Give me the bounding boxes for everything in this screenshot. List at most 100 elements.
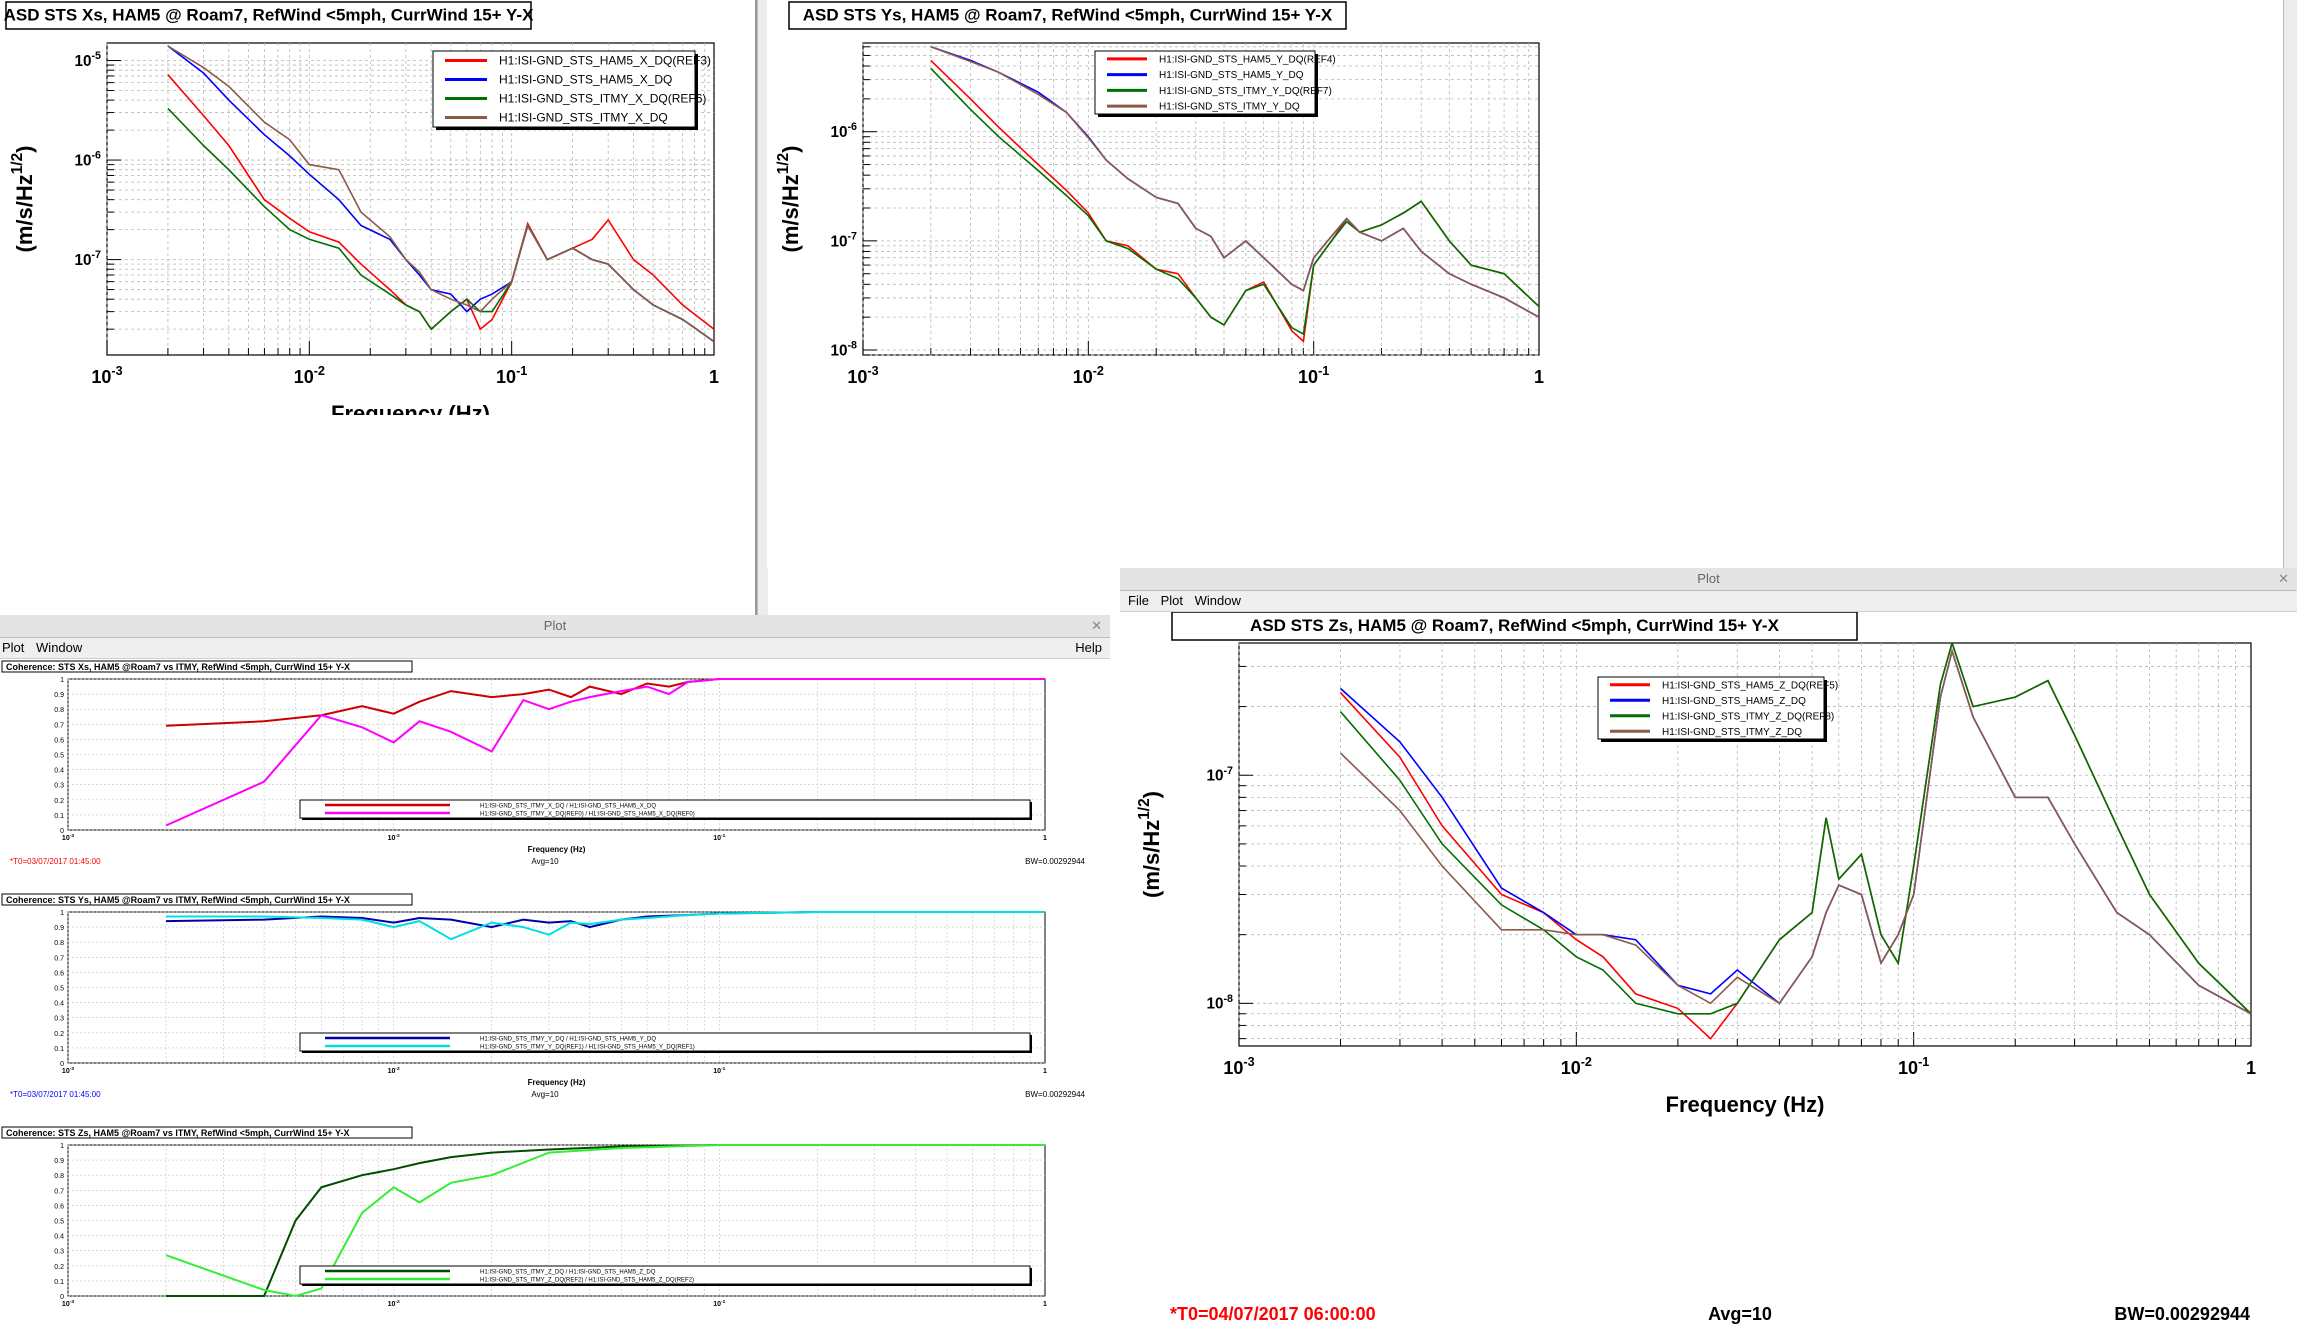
chart-title: ASD STS Ys, HAM5 @ Roam7, RefWind <5mph,… — [803, 5, 1333, 24]
y-tick-label: 10-6 — [74, 150, 101, 170]
x-tick-label: 10-2 — [1561, 1055, 1592, 1078]
y-tick-label: 0.8 — [54, 707, 64, 714]
x-tick-label: 10-2 — [294, 364, 325, 387]
legend-label: H1:ISI-GND_STS_HAM5_Z_DQ(REF5) — [1662, 680, 1838, 691]
y-tick-label: 0.6 — [54, 1203, 64, 1210]
legend-label: H1:ISI-GND_STS_HAM5_Z_DQ — [1662, 696, 1806, 707]
menu-file[interactable]: File — [1128, 593, 1149, 608]
footer-avg: Avg=10 — [1708, 1304, 1772, 1324]
y-tick-label: 0.5 — [54, 986, 64, 993]
series-line-1 — [166, 911, 1045, 941]
y-tick-label: 0.2 — [54, 1031, 64, 1038]
y-tick-label: 10-7 — [74, 249, 101, 269]
x-tick-label: 10-3 — [1223, 1055, 1254, 1078]
legend-label: H1:ISI-GND_STS_ITMY_Z_DQ(REF8) — [1662, 711, 1834, 722]
legend-label: H1:ISI-GND_STS_ITMY_Y_DQ(REF7) — [1159, 86, 1332, 97]
x-tick-label: 1 — [2246, 1058, 2256, 1078]
chart-asd-y: ASD STS Ys, HAM5 @ Roam7, RefWind <5mph,… — [775, 1, 1544, 387]
y-tick-label: 0.2 — [54, 798, 64, 805]
y-tick-label: 0.9 — [54, 692, 64, 699]
y-tick-label: 0.4 — [54, 768, 64, 775]
chart-asd-z: ASD STS Zs, HAM5 @ Roam7, RefWind <5mph,… — [1136, 612, 2256, 1324]
x-tick-label: 10-1 — [1298, 364, 1329, 387]
y-tick-label: 0.3 — [54, 783, 64, 790]
series-line-3 — [930, 46, 1539, 318]
footer-avg: Avg=10 — [531, 857, 559, 866]
menu-plot[interactable]: Plot — [1160, 593, 1183, 608]
x-tick-label: 10-1 — [713, 833, 725, 842]
y-tick-label: 10-7 — [830, 230, 857, 250]
x-tick-label: 1 — [1043, 1068, 1047, 1075]
footer-t0: *T0=03/07/2017 01:45:00 — [10, 1090, 101, 1099]
legend-label: H1:ISI-GND_STS_HAM5_Y_DQ — [1159, 70, 1304, 81]
y-tick-label: 10-5 — [74, 50, 101, 70]
legend-label: H1:ISI-GND_STS_ITMY_Y_DQ — [1159, 102, 1300, 113]
y-axis-label: (m/s/Hz1/2) — [1136, 791, 1164, 898]
window-title: Plot — [1697, 571, 1720, 586]
legend-box — [299, 799, 1031, 819]
y-tick-label: 0.1 — [54, 1279, 64, 1286]
title-bar: Plot ✕ — [0, 615, 1110, 638]
legend-box — [299, 1032, 1031, 1052]
panel-asd-x: ASD STS Xs, HAM5 @ Roam7, RefWind <5mph,… — [0, 0, 755, 415]
legend-label: H1:ISI-GND_STS_ITMY_Z_DQ — [1662, 727, 1802, 738]
chart-title-box — [1, 893, 413, 906]
x-tick-label: 10-2 — [1073, 364, 1104, 387]
legend-label: H1:ISI-GND_STS_ITMY_Y_DQ(REF1) / H1:ISI-… — [480, 1045, 695, 1051]
y-tick-label: 1 — [60, 677, 64, 684]
menu-bar: File Plot Window — [1120, 591, 2297, 612]
footer-t0: *T0=04/07/2017 06:00:00 — [1170, 1304, 1376, 1324]
y-tick-label: 0.7 — [54, 1188, 64, 1195]
x-tick-label: 10-2 — [388, 1299, 400, 1308]
x-tick-label: 10-3 — [847, 364, 878, 387]
legend-label: H1:ISI-GND_STS_ITMY_X_DQ / H1:ISI-GND_ST… — [480, 804, 656, 810]
x-axis-label: Frequency (Hz) — [331, 401, 490, 415]
legend-box — [299, 1265, 1031, 1285]
footer-bw: BW=0.00292944 — [2114, 1304, 2250, 1324]
series-line-2 — [930, 67, 1539, 336]
footer-bw: BW=0.00292944 — [1025, 857, 1085, 866]
x-tick-label: 10-3 — [62, 1299, 74, 1308]
y-axis-label: (m/s/Hz1/2) — [775, 146, 803, 253]
scrollbar-right[interactable] — [2283, 0, 2297, 590]
chart-title-box — [1171, 612, 1858, 641]
y-tick-label: 0.1 — [54, 813, 64, 820]
y-tick-label: 0.7 — [54, 955, 64, 962]
legend-label: H1:ISI-GND_STS_HAM5_X_DQ(REF3) — [499, 54, 711, 68]
menu-help[interactable]: Help — [1075, 640, 1102, 655]
x-tick-label: 1 — [1043, 835, 1047, 842]
y-tick-label: 0.8 — [54, 940, 64, 947]
legend-label: H1:ISI-GND_STS_HAM5_Y_DQ(REF4) — [1159, 54, 1336, 65]
legend-box — [1094, 50, 1316, 115]
x-tick-label: 10-3 — [91, 364, 122, 387]
title-bar: Plot ✕ — [1120, 568, 2297, 591]
close-icon[interactable]: ✕ — [2278, 571, 2289, 586]
x-tick-label: 10-3 — [62, 1066, 74, 1075]
series-line-1 — [165, 1144, 1045, 1298]
close-icon[interactable]: ✕ — [1091, 618, 1102, 633]
y-axis-label: (m/s/Hz1/2) — [9, 146, 37, 253]
chart-title-box — [5, 1, 532, 30]
y-tick-label: 10-7 — [1206, 765, 1233, 785]
menu-plot[interactable]: Plot — [2, 640, 25, 655]
chart-coherence-y: Coherence: STS Ys, HAM5 @Roam7 vs ITMY, … — [1, 893, 1086, 1099]
window-title: Plot — [543, 618, 567, 633]
y-tick-label: 0.8 — [54, 1173, 64, 1180]
menu-window[interactable]: Window — [36, 640, 83, 655]
chart-title: Coherence: STS Ys, HAM5 @Roam7 vs ITMY, … — [6, 895, 350, 905]
y-tick-label: 0.9 — [54, 1158, 64, 1165]
scrollbar-left[interactable] — [757, 0, 768, 620]
legend-label: H1:ISI-GND_STS_ITMY_X_DQ(REF6) — [499, 92, 706, 106]
legend-box — [1597, 676, 1825, 740]
series-line-3 — [167, 45, 714, 343]
y-tick-label: 0.6 — [54, 970, 64, 977]
chart-asd-x: ASD STS Xs, HAM5 @ Roam7, RefWind <5mph,… — [4, 1, 719, 415]
y-tick-label: 0.4 — [54, 1234, 64, 1241]
menu-window[interactable]: Window — [1194, 593, 1241, 608]
chart-title-box — [1, 660, 413, 673]
series-line-1 — [165, 678, 1045, 827]
footer-avg: Avg=10 — [531, 1090, 559, 1099]
legend-box — [432, 50, 696, 128]
y-tick-label: 1 — [60, 910, 64, 917]
x-tick-label: 10-3 — [62, 833, 74, 842]
